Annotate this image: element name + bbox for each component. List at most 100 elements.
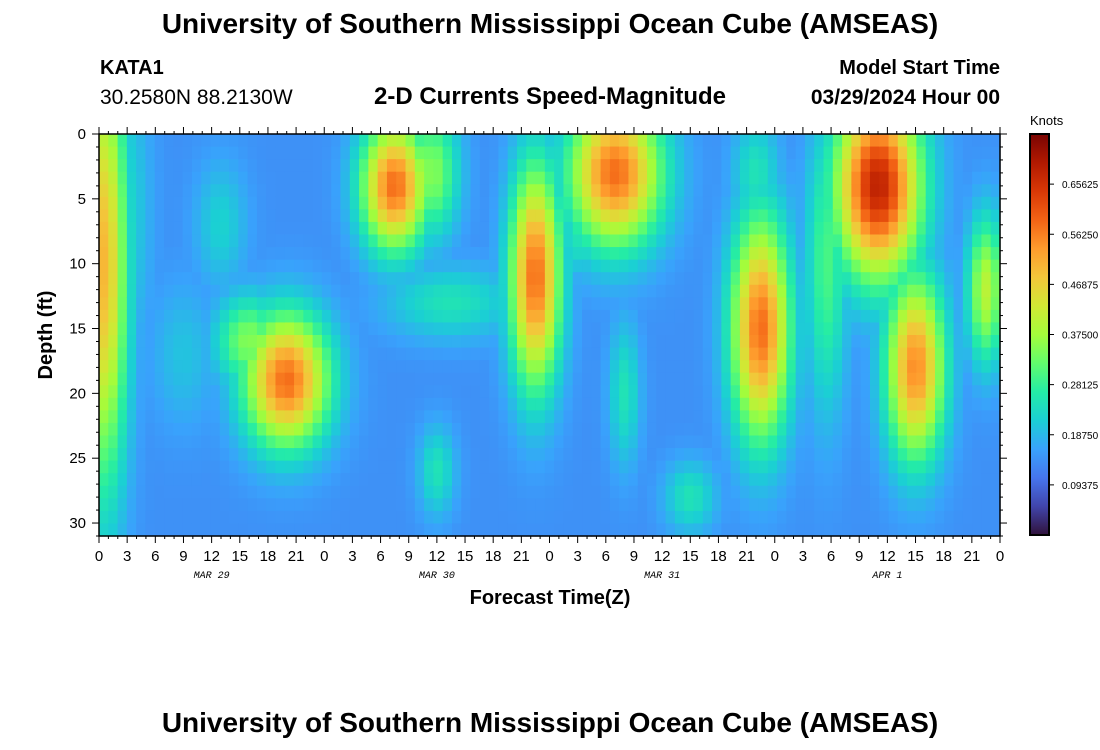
heatmap-cell bbox=[340, 184, 351, 198]
heatmap-cell bbox=[136, 159, 147, 173]
heatmap-cell bbox=[461, 347, 472, 361]
heatmap-cell bbox=[303, 309, 314, 324]
heatmap-cell bbox=[321, 209, 332, 223]
heatmap-cell bbox=[842, 297, 852, 311]
station-coordinates: 30.2580N 88.2130W bbox=[100, 86, 293, 109]
heatmap-cell bbox=[229, 385, 239, 399]
heatmap-cell bbox=[433, 284, 444, 298]
heatmap-cell bbox=[108, 284, 119, 298]
heatmap-cell bbox=[944, 159, 955, 173]
heatmap-cell bbox=[359, 272, 369, 286]
heatmap-cell bbox=[572, 360, 583, 374]
heatmap-cell bbox=[637, 385, 648, 399]
heatmap-cell bbox=[173, 498, 184, 512]
x-tick-label: 6 bbox=[151, 548, 159, 565]
heatmap-cell bbox=[275, 372, 286, 386]
heatmap-cell bbox=[702, 335, 713, 349]
heatmap-cell bbox=[674, 259, 685, 273]
heatmap-cell bbox=[489, 422, 500, 437]
heatmap-cell bbox=[535, 385, 546, 399]
heatmap-cell bbox=[869, 247, 880, 261]
heatmap-cell bbox=[962, 410, 973, 424]
heatmap-cell bbox=[777, 247, 787, 261]
heatmap-cell bbox=[535, 221, 546, 236]
heatmap-cell bbox=[321, 510, 332, 525]
heatmap-cell bbox=[405, 272, 416, 286]
heatmap-cell bbox=[479, 397, 490, 411]
heatmap-cell bbox=[303, 448, 314, 462]
heatmap-cell bbox=[693, 221, 704, 236]
heatmap-cell bbox=[944, 460, 955, 474]
heatmap-cell bbox=[925, 335, 936, 349]
heatmap-cell bbox=[916, 184, 927, 198]
heatmap-cell bbox=[934, 309, 945, 324]
heatmap-cell bbox=[99, 510, 109, 525]
heatmap-cell bbox=[693, 360, 704, 374]
heatmap-cell bbox=[925, 485, 936, 499]
heatmap-cell bbox=[489, 372, 500, 386]
heatmap-cell bbox=[656, 171, 667, 185]
heatmap-cell bbox=[145, 209, 156, 223]
heatmap-cell bbox=[312, 196, 323, 210]
heatmap-cell bbox=[359, 284, 369, 298]
heatmap-cell bbox=[619, 322, 630, 336]
heatmap-cell bbox=[684, 196, 695, 210]
heatmap-cell bbox=[303, 473, 314, 487]
heatmap-cell bbox=[349, 422, 360, 437]
heatmap-cell bbox=[628, 184, 639, 198]
heatmap-cell bbox=[377, 347, 388, 361]
heatmap-cell bbox=[990, 146, 1001, 160]
heatmap-cell bbox=[684, 473, 695, 487]
heatmap-cell bbox=[582, 385, 592, 399]
heatmap-cell bbox=[238, 196, 249, 210]
station-id: KATA1 bbox=[100, 57, 164, 79]
heatmap-cell bbox=[712, 134, 722, 148]
heatmap-cell bbox=[136, 385, 147, 399]
heatmap-cell bbox=[507, 397, 518, 411]
heatmap-cell bbox=[702, 184, 713, 198]
heatmap-cell bbox=[962, 385, 973, 399]
heatmap-cell bbox=[739, 196, 750, 210]
heatmap-cell bbox=[758, 322, 769, 336]
heatmap-cell bbox=[386, 259, 397, 273]
heatmap-cell bbox=[674, 171, 685, 185]
heatmap-cell bbox=[656, 297, 667, 311]
heatmap-cell bbox=[600, 372, 611, 386]
heatmap-cell bbox=[312, 209, 323, 223]
heatmap-cell bbox=[804, 448, 815, 462]
heatmap-cell bbox=[619, 259, 630, 273]
heatmap-cell bbox=[665, 510, 676, 525]
heatmap-cell bbox=[879, 309, 890, 324]
heatmap-cell bbox=[377, 510, 388, 525]
heatmap-cell bbox=[767, 284, 778, 298]
heatmap-cell bbox=[814, 272, 825, 286]
heatmap-cell bbox=[238, 460, 249, 474]
heatmap-cell bbox=[275, 247, 286, 261]
heatmap-cell bbox=[294, 473, 304, 487]
heatmap-cell bbox=[470, 297, 481, 311]
heatmap-cell bbox=[442, 410, 453, 424]
x-tick-label: 12 bbox=[654, 548, 671, 565]
heatmap-cell bbox=[693, 473, 704, 487]
heatmap-cell bbox=[535, 410, 546, 424]
heatmap-cell bbox=[656, 247, 667, 261]
heatmap-cell bbox=[897, 196, 908, 210]
heatmap-cell bbox=[572, 146, 583, 160]
heatmap-cell bbox=[247, 322, 258, 336]
heatmap-cell bbox=[925, 184, 936, 198]
heatmap-cell bbox=[303, 510, 314, 525]
heatmap-cell bbox=[572, 335, 583, 349]
heatmap-cell bbox=[516, 171, 527, 185]
heatmap-cell bbox=[879, 385, 890, 399]
heatmap-cell bbox=[145, 410, 156, 424]
heatmap-cell bbox=[907, 209, 917, 223]
heatmap-cell bbox=[981, 297, 992, 311]
heatmap-cell bbox=[804, 372, 815, 386]
heatmap-cell bbox=[331, 473, 342, 487]
heatmap-cell bbox=[600, 259, 611, 273]
heatmap-cell bbox=[786, 498, 797, 512]
heatmap-cell bbox=[972, 498, 983, 512]
heatmap-cell bbox=[108, 435, 119, 449]
heatmap-cell bbox=[693, 448, 704, 462]
heatmap-cell bbox=[721, 234, 732, 248]
